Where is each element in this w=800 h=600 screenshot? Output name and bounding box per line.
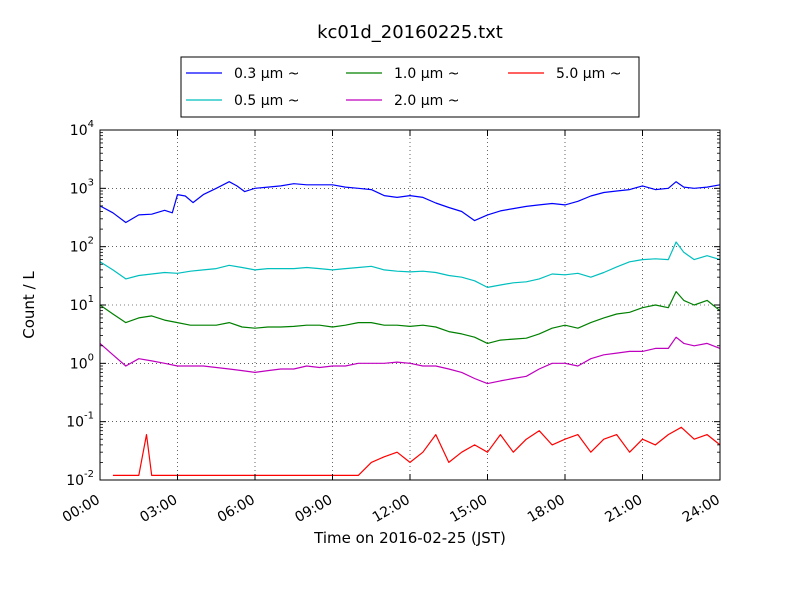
- plot-area: [99, 129, 721, 481]
- y-tick-exponent: 0: [88, 352, 94, 363]
- y-tick-exponent: 1: [88, 294, 94, 305]
- x-axis-label: Time on 2016-02-25 (JST): [313, 529, 506, 547]
- x-tick-labels: 00:00 03:00 06:00 09:00 12:00 15:00 18:00 21:00…: [60, 492, 723, 526]
- y-tick-label: 102: [70, 236, 94, 256]
- y-tick-exponent: -1: [84, 411, 94, 422]
- series-line-0: [99, 181, 721, 224]
- y-tick-exponent: -2: [84, 469, 94, 480]
- series-lines: [99, 181, 721, 476]
- legend-label-2: 1.0 μm ~: [394, 66, 459, 82]
- legend-label-0: 0.3 μm ~: [234, 66, 299, 82]
- series-line-3: [99, 336, 721, 385]
- y-tick-label: 104: [70, 119, 94, 139]
- x-tick-label: 09:00: [292, 492, 335, 526]
- y-tick-exponent: 2: [88, 236, 94, 247]
- y-tick-exponent: 3: [88, 177, 94, 188]
- y-tick-label: 101: [70, 294, 94, 314]
- y-tick-exponent: 4: [88, 119, 94, 130]
- gridlines: [99, 129, 721, 481]
- x-tick-label: 03:00: [137, 492, 180, 526]
- x-tick-label: 21:00: [602, 492, 645, 526]
- y-tick-label: 100: [70, 352, 94, 372]
- x-tick-label: 24:00: [680, 492, 723, 526]
- series-line-4: [112, 426, 721, 476]
- legend-label-1: 0.5 μm ~: [234, 93, 299, 109]
- y-tick-label: 10-2: [66, 469, 94, 489]
- y-axis-label: Count / L: [20, 271, 38, 339]
- series-line-2: [99, 291, 721, 344]
- tick-marks: [99, 129, 721, 481]
- series-line-1: [99, 241, 721, 288]
- legend: 0.3 μm ~ 0.5 μm ~ 1.0 μm ~ 2.0 μm ~ 5.0 μm ~: [180, 56, 640, 118]
- x-tick-label: 18:00: [525, 492, 568, 526]
- y-tick-label: 103: [70, 177, 94, 197]
- x-tick-label: 15:00: [447, 492, 490, 526]
- legend-box: [180, 56, 640, 118]
- x-tick-label: 00:00: [60, 492, 103, 526]
- chart-title: kc01d_20160225.txt: [317, 22, 503, 43]
- y-tick-label: 10-1: [66, 411, 94, 431]
- legend-label-4: 5.0 μm ~: [556, 66, 621, 82]
- legend-items: 0.3 μm ~ 0.5 μm ~ 1.0 μm ~ 2.0 μm ~ 5.0 μm ~: [186, 66, 621, 109]
- legend-label-3: 2.0 μm ~: [394, 93, 459, 109]
- x-tick-label: 12:00: [370, 492, 413, 526]
- x-tick-label: 06:00: [215, 492, 258, 526]
